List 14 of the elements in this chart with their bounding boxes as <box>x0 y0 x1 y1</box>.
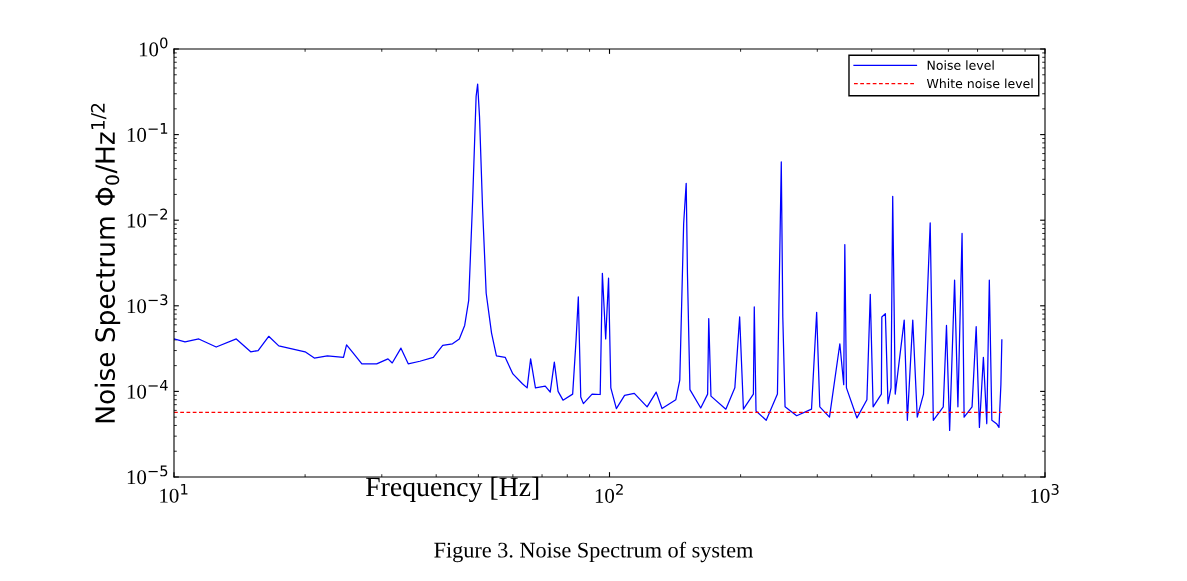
y-tick-label: 10$^{−3}$ <box>127 294 168 314</box>
legend-label: Noise level <box>927 60 994 70</box>
legend-label: White noise level <box>926 78 1033 89</box>
y-tick-label: 10$^{−1}$ <box>127 123 168 142</box>
y-tick-label: 10$^{−2}$ <box>127 208 168 228</box>
x-tick-label: 10$^{1}$ <box>160 483 188 503</box>
x-tick-label: 10$^{2}$ <box>595 483 623 503</box>
y-tick-label: 10$^{−4}$ <box>127 379 168 399</box>
x-tick-label: 10$^{3}$ <box>1031 483 1059 503</box>
y-axis-title: Noise Spectrum Φ$_{0}$/Hz$^{1/2}$ <box>90 103 121 423</box>
x-axis-title: Frequency [Hz] <box>365 476 539 502</box>
y-tick-label: 10$^{−5}$ <box>127 465 168 485</box>
caption: Figure 3. Noise Spectrum of system <box>434 541 754 563</box>
y-tick-label: 10$^{0}$ <box>139 37 168 57</box>
